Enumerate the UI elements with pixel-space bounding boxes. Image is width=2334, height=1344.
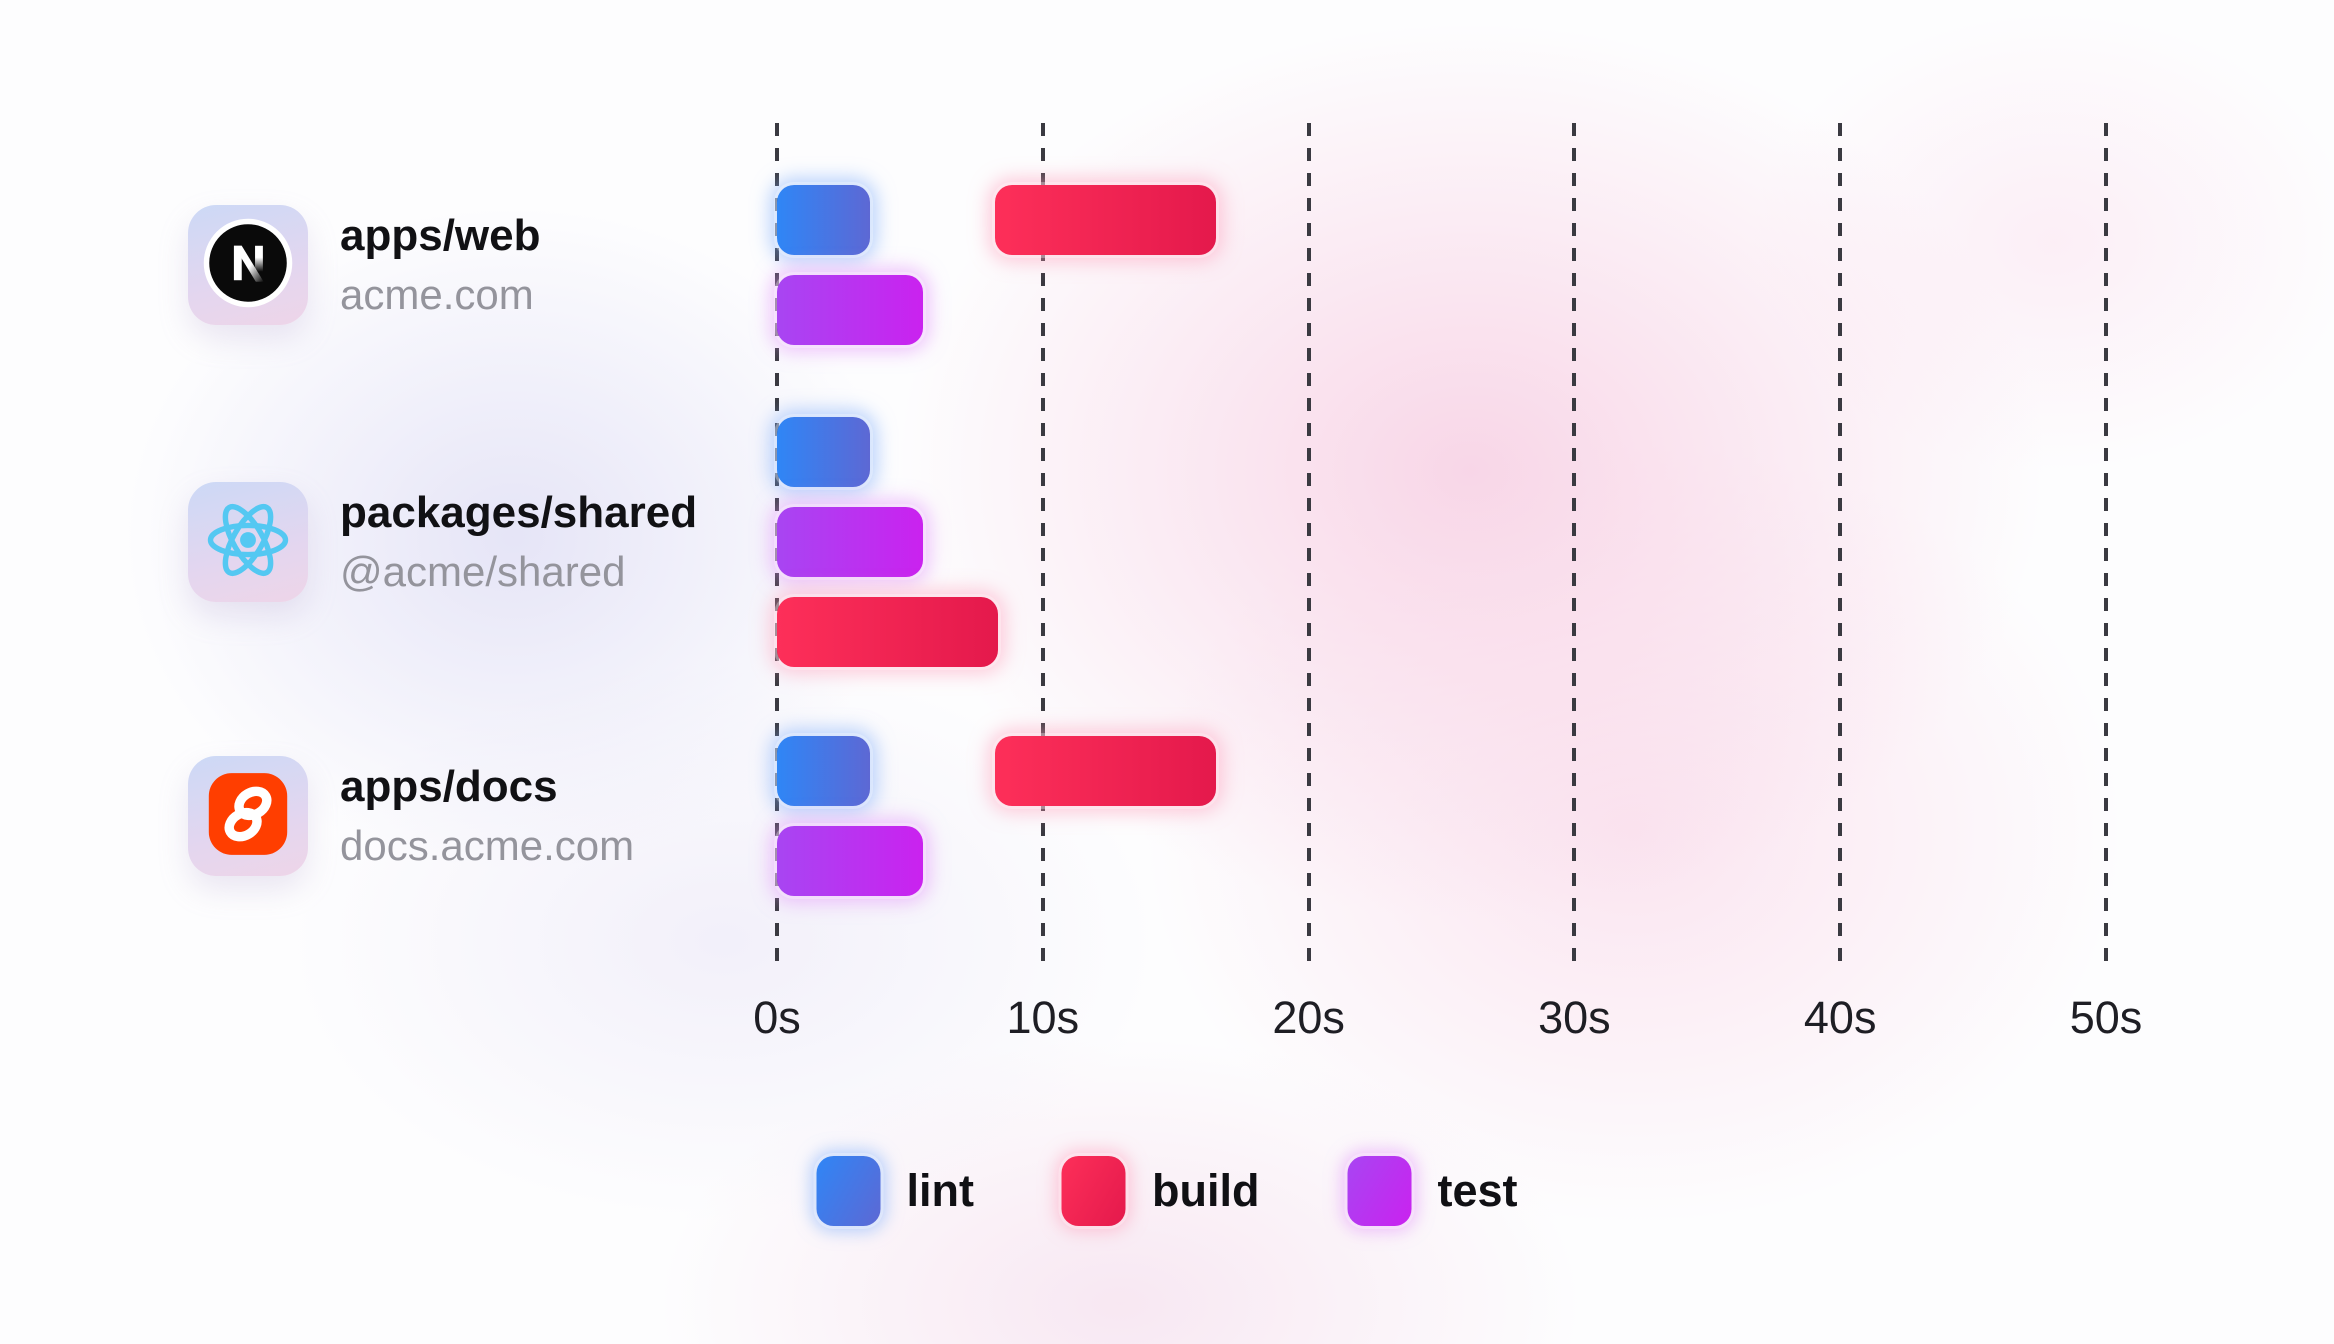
legend-item-test: test [1347,1156,1517,1226]
nextjs-icon-tile [188,205,308,325]
svelte-icon [199,765,297,868]
package-subtitle: acme.com [340,271,534,318]
x-axis-tick-label: 10s [1006,992,1080,1043]
react-icon [198,490,298,595]
gridline [1306,123,1311,968]
gridline [1040,123,1045,968]
lint-task-bar [777,185,871,255]
x-axis-tick-label: 40s [1803,992,1877,1043]
x-axis-tick-label: 30s [1538,992,1611,1043]
package-name: apps/docs [340,762,558,811]
legend-item-build: build [1061,1156,1260,1226]
build-task-bar [994,185,1216,255]
package-row-labels: apps/web acme.com [340,210,541,320]
build-task-bar [777,597,998,667]
gridline [2104,123,2108,968]
package-row-labels: packages/shared @acme/shared [340,487,697,597]
legend-label: lint [906,1165,974,1216]
package-name: apps/web [340,211,541,260]
test-legend-swatch [1347,1156,1412,1226]
build-legend-swatch [1061,1156,1126,1226]
package-subtitle: @acme/shared [340,548,626,595]
x-axis-tick-label: 50s [2069,992,2143,1043]
legend-label: test [1437,1165,1518,1216]
x-axis-tick-label: 0s [753,992,801,1043]
test-task-bar [777,826,924,896]
legend: lint build test [816,1156,1517,1226]
package-subtitle: docs.acme.com [340,822,635,869]
gridline [1838,123,1843,968]
lint-task-bar [777,736,871,806]
gridline [1572,123,1577,968]
legend-label: build [1151,1165,1260,1216]
test-task-bar [777,275,924,345]
react-icon-tile [188,482,308,602]
package-name: packages/shared [340,488,698,537]
build-task-bar [994,736,1216,806]
test-task-bar [777,507,924,577]
lint-task-bar [777,417,871,487]
package-row-labels: apps/docs docs.acme.com [340,761,634,871]
lint-legend-swatch [816,1156,881,1226]
x-axis-tick-label: 20s [1272,992,1345,1043]
nextjs-icon [201,216,295,315]
svelte-icon-tile [188,756,308,876]
legend-item-lint: lint [816,1156,974,1226]
